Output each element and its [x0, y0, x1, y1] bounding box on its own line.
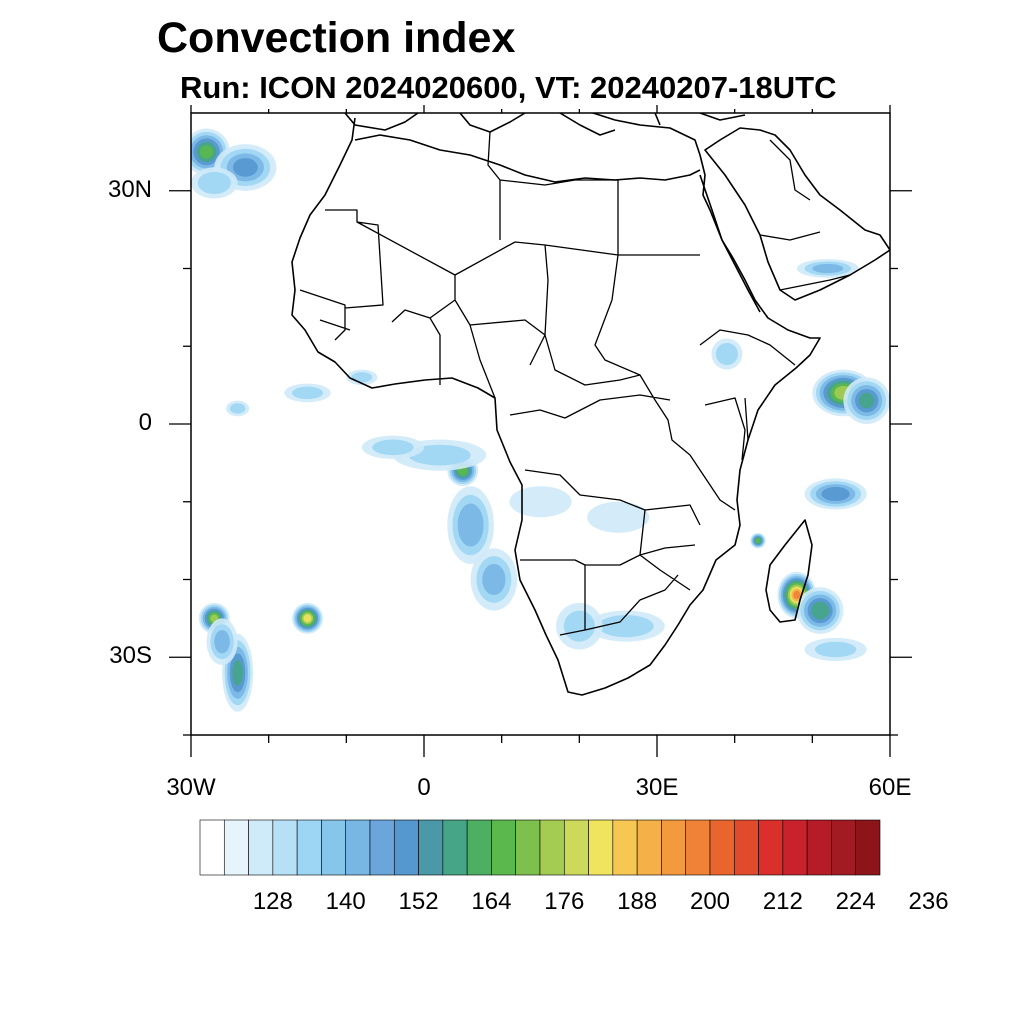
red-sea-coast: [699, 174, 761, 313]
colorbar-swatch: [248, 819, 274, 876]
colorbar-swatch: [223, 819, 249, 876]
colorbar-label: 164: [471, 888, 512, 915]
convection-blob: [303, 614, 312, 623]
colorbar-label: 140: [325, 888, 366, 915]
convection-blob: [509, 486, 572, 518]
colorbar-label: 128: [252, 888, 293, 915]
convection-blob: [351, 372, 373, 383]
colorbar: [199, 819, 881, 876]
convection-blob: [563, 610, 595, 642]
colorbar-swatch: [442, 819, 468, 876]
convection-blob: [858, 392, 875, 409]
arabia-coastline: [704, 127, 890, 301]
colorbar-swatch: [491, 819, 517, 876]
convection-blob: [214, 630, 230, 654]
y-tick-label: 30N: [107, 175, 152, 203]
colorbar-label: 200: [689, 888, 731, 915]
colorbar-swatch: [369, 819, 395, 876]
africa-coastline: [291, 113, 821, 696]
colorbar-swatch: [393, 819, 419, 876]
colorbar-swatch: [515, 819, 541, 876]
convection-blob: [814, 641, 857, 658]
map-background: [191, 113, 890, 735]
colorbar-swatch: [563, 819, 589, 876]
colorbar-swatch: [199, 819, 225, 876]
convection-blob: [598, 615, 654, 638]
convection-blob: [372, 439, 414, 456]
mediterranean-coast: [354, 134, 701, 183]
colorbar-swatch: [661, 819, 687, 876]
convection-blob: [821, 486, 850, 502]
colorbar-swatch: [685, 819, 711, 876]
madagascar-coastline: [765, 519, 813, 623]
colorbar-swatch: [418, 819, 444, 876]
convection-blob: [793, 590, 801, 600]
convection-blob: [482, 563, 506, 596]
chart-subtitle: Run: ICON 2024020600, VT: 20240207-18UTC: [180, 70, 837, 105]
colorbar-label: 188: [617, 888, 658, 915]
colorbar-swatch: [588, 819, 614, 876]
colorbar-label: 224: [835, 888, 876, 915]
convection-blob: [755, 538, 761, 544]
colorbar-swatch: [466, 819, 492, 876]
colorbar-swatch: [612, 819, 638, 876]
colorbar-swatch: [806, 819, 832, 876]
colorbar-swatch: [345, 819, 371, 876]
axis-ticks: [169, 105, 912, 757]
border-lines: [299, 131, 851, 636]
colorbar-label: 152: [398, 888, 439, 915]
colorbar-swatch: [758, 819, 784, 876]
colorbar-label: 236: [908, 888, 949, 915]
x-tick-label: 0: [417, 774, 431, 801]
colorbar-label: 176: [544, 888, 585, 915]
convection-blob: [812, 263, 844, 274]
y-tick-label: 30S: [109, 642, 152, 670]
chart-title: Convection index: [157, 14, 516, 62]
colorbar-swatch: [296, 819, 322, 876]
coastlines: [291, 113, 890, 696]
colorbar-swatch: [272, 819, 298, 876]
x-tick-label: 30E: [635, 774, 679, 801]
convection-blob: [229, 403, 246, 414]
convection-blob: [232, 659, 243, 686]
convection-blob: [291, 386, 324, 400]
colorbar-swatch: [321, 819, 347, 876]
colorbar-swatch: [733, 819, 759, 876]
convection-blob: [197, 171, 231, 195]
x-tick-label: 60E: [868, 774, 912, 801]
convection-blob: [408, 444, 471, 466]
colorbar-swatch: [855, 819, 881, 876]
convection-blob: [232, 158, 258, 177]
convection-field: [191, 128, 890, 712]
x-tick-label: 30W: [166, 774, 216, 801]
country-borders: [299, 131, 851, 636]
convection-blob: [715, 342, 738, 366]
colorbar-swatch: [636, 819, 662, 876]
convection-blob: [199, 145, 214, 159]
y-tick-label: 0: [138, 409, 152, 436]
colorbar-swatch: [709, 819, 735, 876]
convection-blob: [457, 503, 484, 547]
colorbar-label: 212: [762, 888, 803, 915]
colorbar-swatch: [539, 819, 565, 876]
convection-blob: [587, 501, 650, 533]
colorbar-swatch: [782, 819, 808, 876]
colorbar-swatch: [831, 819, 857, 876]
convection-blob: [811, 601, 830, 620]
